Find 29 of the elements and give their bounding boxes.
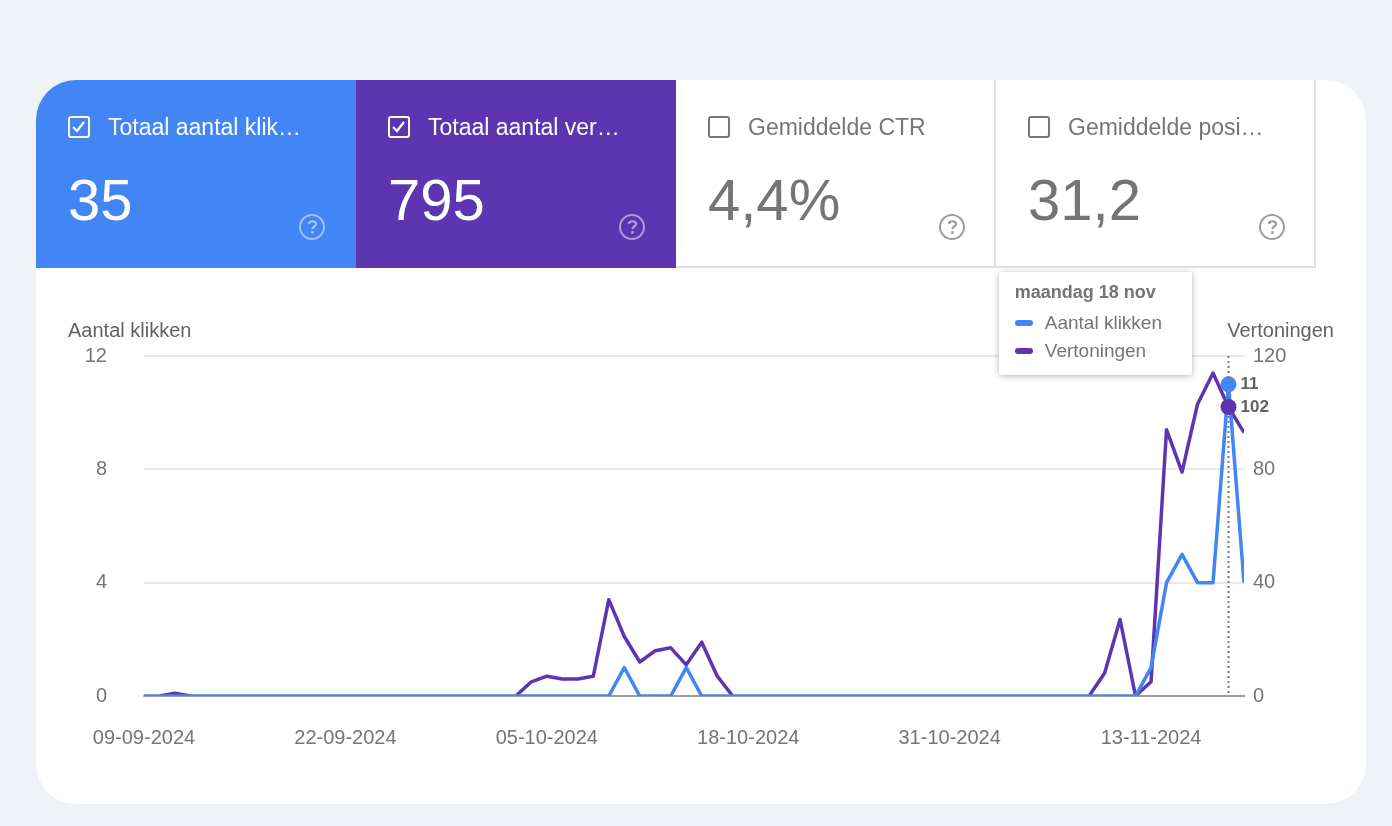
y-axis-title: Aantal klikken: [68, 319, 192, 342]
text: Gemiddelde CTR: [748, 114, 926, 141]
x-tick-label: 22-09-2024: [294, 725, 397, 748]
data-label: 11: [1240, 374, 1259, 394]
x-tick-label: 18-10-2024: [697, 725, 800, 748]
y-tick-label: 4: [95, 570, 107, 593]
text: Totaal aantal ver…: [428, 114, 620, 141]
text: maandag 18 nov: [1014, 282, 1157, 303]
data-label: 102: [1240, 396, 1269, 416]
x-tick-label: 31-10-2024: [898, 725, 1001, 748]
y-tick-label: 0: [95, 683, 107, 706]
x-tick-label: 09-09-2024: [92, 725, 196, 748]
y-tick-label: 12: [84, 343, 107, 366]
text: 31,2: [1028, 166, 1141, 233]
legend-label: Aantal klikken: [1044, 312, 1162, 334]
text: 795: [388, 166, 485, 233]
y2-tick-label: 0: [1253, 683, 1265, 706]
text: Totaal aantal klik…: [108, 114, 302, 141]
x-tick-label: 13-11-2024: [1100, 725, 1202, 748]
y2-tick-label: 120: [1253, 343, 1287, 366]
y-tick-label: 8: [95, 456, 107, 479]
y2-axis-title: Vertoningen: [1227, 319, 1334, 342]
x-tick-label: 05-10-2024: [495, 725, 598, 748]
y2-tick-label: 40: [1253, 570, 1276, 593]
text: Gemiddelde posi…: [1068, 114, 1264, 141]
text: 4,4%: [708, 166, 841, 233]
text: 35: [68, 166, 133, 233]
legend-label: Vertoningen: [1044, 340, 1148, 362]
y2-tick-label: 80: [1253, 456, 1276, 479]
